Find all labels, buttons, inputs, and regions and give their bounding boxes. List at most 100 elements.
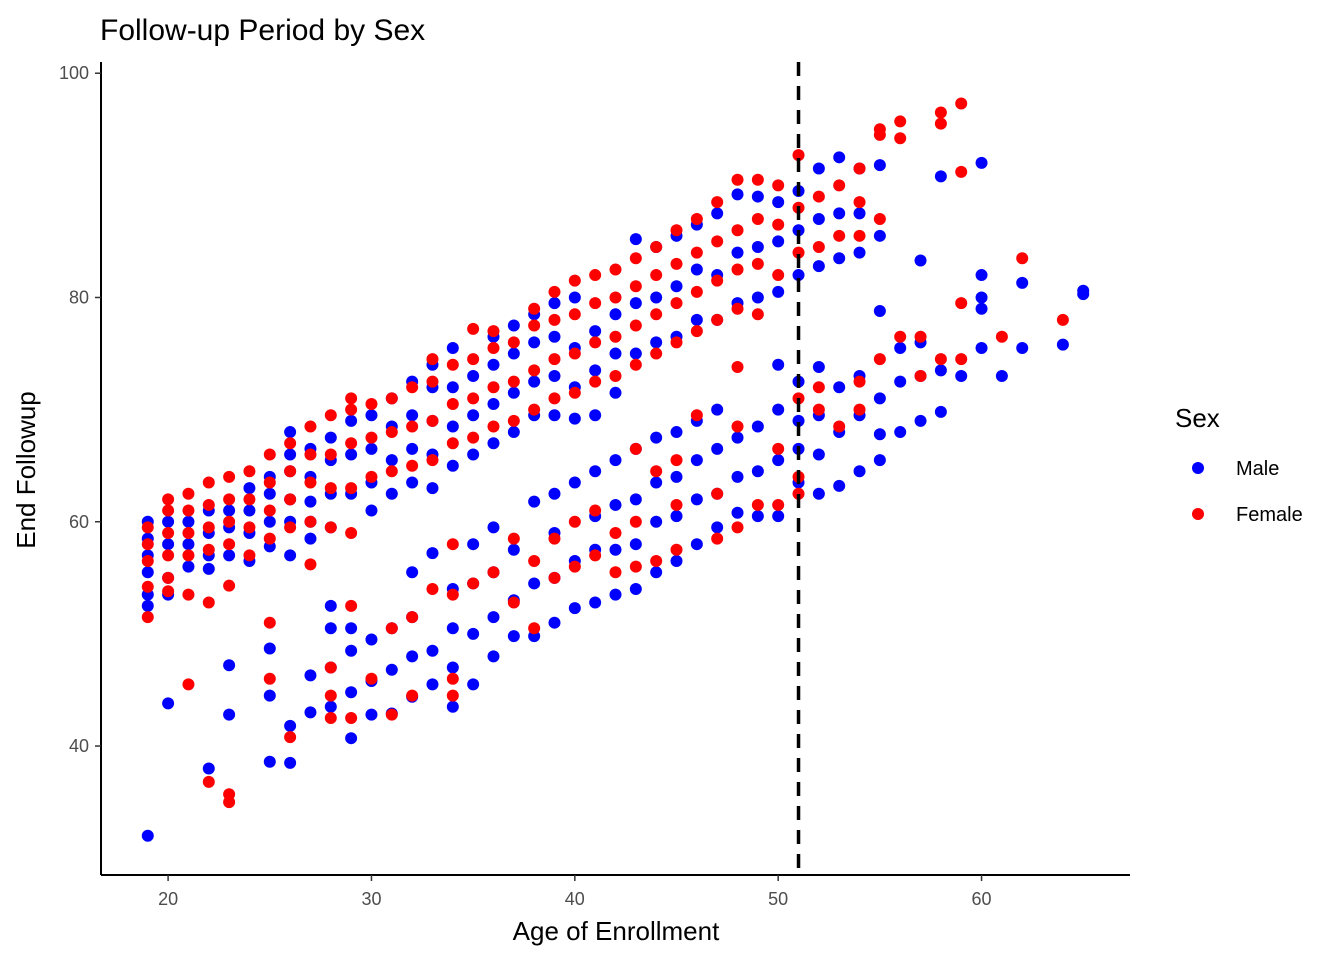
point-female	[467, 392, 480, 405]
y-tick-label: 40	[69, 736, 89, 756]
legend-key-male	[1192, 462, 1204, 474]
point-male	[284, 719, 297, 732]
point-female	[548, 392, 561, 405]
point-male	[894, 375, 907, 388]
point-female	[223, 538, 236, 551]
point-female	[162, 504, 175, 517]
point-female	[162, 526, 175, 539]
point-male	[141, 566, 154, 579]
point-female	[568, 560, 581, 573]
point-female	[772, 442, 785, 455]
point-male	[670, 555, 683, 568]
point-female	[650, 269, 663, 282]
point-female	[589, 269, 602, 282]
point-female	[345, 403, 358, 416]
point-male	[487, 521, 500, 534]
point-female	[324, 409, 337, 422]
point-female	[670, 543, 683, 556]
point-male	[568, 412, 581, 425]
point-male	[629, 538, 642, 551]
point-male	[812, 448, 825, 461]
point-female	[345, 712, 358, 725]
point-male	[690, 538, 703, 551]
point-male	[833, 252, 846, 265]
point-female	[426, 583, 439, 596]
point-female	[528, 403, 541, 416]
point-female	[365, 431, 378, 444]
point-male	[324, 431, 337, 444]
point-female	[812, 381, 825, 394]
point-female	[507, 414, 520, 427]
point-female	[324, 661, 337, 674]
point-female	[426, 454, 439, 467]
point-female	[873, 123, 886, 136]
point-female	[223, 579, 236, 592]
point-female	[385, 708, 398, 721]
point-male	[751, 291, 764, 304]
x-tick-label: 50	[768, 889, 788, 909]
point-male	[446, 420, 459, 433]
point-female	[568, 274, 581, 287]
point-male	[304, 669, 317, 682]
point-male	[243, 504, 256, 517]
point-male	[446, 341, 459, 354]
point-female	[731, 302, 744, 315]
point-female	[792, 149, 805, 162]
point-female	[507, 532, 520, 545]
point-female	[731, 521, 744, 534]
point-male	[853, 207, 866, 220]
point-female	[812, 190, 825, 203]
y-tick-label: 60	[69, 512, 89, 532]
point-female	[182, 504, 195, 517]
point-female	[365, 470, 378, 483]
point-female	[731, 420, 744, 433]
point-male	[772, 196, 785, 209]
point-female	[263, 504, 276, 517]
point-female	[751, 498, 764, 511]
point-female	[1056, 313, 1069, 326]
point-male	[711, 403, 724, 416]
point-male	[690, 493, 703, 506]
point-female	[141, 611, 154, 624]
point-male	[975, 302, 988, 315]
x-axis-title: Age of Enrollment	[513, 916, 720, 946]
point-male	[446, 622, 459, 635]
point-female	[934, 117, 947, 130]
point-female	[833, 229, 846, 242]
point-female	[243, 465, 256, 478]
point-female	[629, 319, 642, 332]
point-male	[914, 254, 927, 267]
point-female	[670, 257, 683, 270]
point-female	[304, 448, 317, 461]
point-male	[629, 347, 642, 360]
point-female	[589, 297, 602, 310]
point-male	[833, 151, 846, 164]
point-female	[690, 246, 703, 259]
point-male	[202, 762, 215, 775]
point-female	[670, 297, 683, 310]
point-male	[975, 269, 988, 282]
point-female	[650, 555, 663, 568]
point-female	[589, 375, 602, 388]
point-female	[711, 532, 724, 545]
point-female	[548, 313, 561, 326]
point-female	[690, 409, 703, 422]
point-female	[772, 179, 785, 192]
point-female	[426, 375, 439, 388]
point-male	[162, 697, 175, 710]
point-female	[263, 476, 276, 489]
point-male	[548, 616, 561, 629]
point-female	[141, 555, 154, 568]
point-male	[772, 358, 785, 371]
point-female	[528, 555, 541, 568]
point-female	[528, 319, 541, 332]
point-female	[182, 678, 195, 691]
point-male	[629, 233, 642, 246]
point-female	[223, 470, 236, 483]
point-male	[568, 602, 581, 615]
point-male	[487, 611, 500, 624]
point-female	[406, 689, 419, 702]
x-tick-label: 40	[565, 889, 585, 909]
point-female	[853, 229, 866, 242]
point-female	[507, 596, 520, 609]
